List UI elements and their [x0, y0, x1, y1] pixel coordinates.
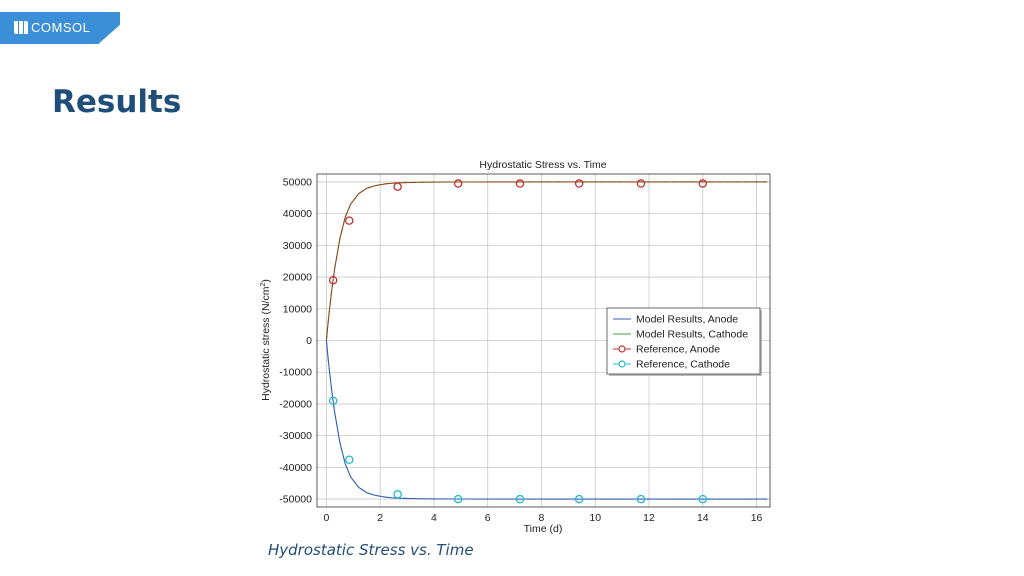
legend-entry-label: Reference, Cathode	[636, 359, 730, 371]
x-tick-label: 14	[697, 512, 709, 524]
comsol-logo-icon	[14, 21, 28, 34]
y-axis-label-main: Hydrostatic stress (N/cm	[260, 286, 272, 401]
x-tick-label: 0	[323, 512, 329, 524]
chart-title: Hydrostatic Stress vs. Time	[479, 159, 606, 171]
y-tick-label: 30000	[283, 240, 312, 252]
legend: Model Results, Anode Model Results, Catho…	[606, 307, 762, 376]
y-axis-label-sup: 2	[260, 283, 267, 287]
reference-marker	[345, 216, 354, 225]
reference-marker	[453, 494, 463, 504]
y-axis-label: Hydrostatic stress (N/cm2)	[260, 279, 272, 401]
reference-marker	[515, 494, 525, 504]
reference-marker	[574, 494, 584, 504]
x-tick-label: 10	[589, 512, 601, 524]
comsol-logo-banner: COMSOL	[0, 12, 120, 44]
reference-marker	[393, 490, 402, 499]
reference-marker	[515, 179, 525, 188]
x-tick-label: 4	[431, 512, 437, 524]
reference-marker	[636, 179, 646, 188]
legend-entry-label: Model Results, Anode	[636, 314, 738, 326]
y-axis-label-end: )	[260, 279, 272, 283]
y-tick-label: 0	[306, 335, 312, 347]
reference-marker	[345, 455, 354, 464]
plot-frame	[316, 173, 771, 508]
page-title: Results	[52, 84, 182, 120]
plot-series	[325, 179, 768, 504]
figure-caption: Hydrostatic Stress vs. Time	[268, 541, 474, 559]
x-tick-label: 16	[751, 512, 763, 524]
reference-marker	[393, 182, 402, 191]
y-tick-label: 10000	[283, 303, 312, 315]
reference-marker	[574, 179, 584, 188]
x-tick-label: 12	[643, 512, 655, 524]
y-tick-label: 50000	[283, 176, 312, 188]
axis-ticks: 0 2 4 6 8 10 12 14 1650000400003000020000100000-…	[279, 176, 762, 524]
y-tick-label: -40000	[279, 462, 312, 474]
y-tick-label: 40000	[283, 208, 312, 220]
legend-box	[606, 307, 761, 375]
reference-marker	[636, 494, 646, 504]
reference-marker	[328, 396, 338, 406]
legend-swatch-marker	[618, 345, 626, 353]
legend-entry-label: Model Results, Cathode	[636, 329, 748, 341]
hydrostatic-stress-chart: Hydrostatic Stress vs. Time 0 2 4 6 8 10 12 14 1…	[260, 159, 771, 535]
y-tick-label: -20000	[279, 398, 312, 410]
reference-marker	[328, 275, 338, 285]
x-tick-label: 2	[377, 512, 383, 524]
x-tick-label: 6	[485, 512, 491, 524]
y-tick-label: -30000	[279, 430, 312, 442]
reference-marker	[698, 494, 708, 504]
y-tick-label: -50000	[279, 494, 312, 506]
reference-marker	[698, 179, 708, 188]
y-tick-label: -10000	[279, 367, 312, 379]
legend-swatch-marker	[618, 360, 626, 368]
x-tick-label: 8	[539, 512, 545, 524]
logo-text: COMSOL	[31, 20, 91, 35]
legend-entry-label: Reference, Anode	[636, 344, 720, 356]
x-axis-label: Time (d)	[524, 523, 563, 535]
reference-marker	[453, 179, 463, 188]
y-tick-label: 20000	[283, 272, 312, 284]
